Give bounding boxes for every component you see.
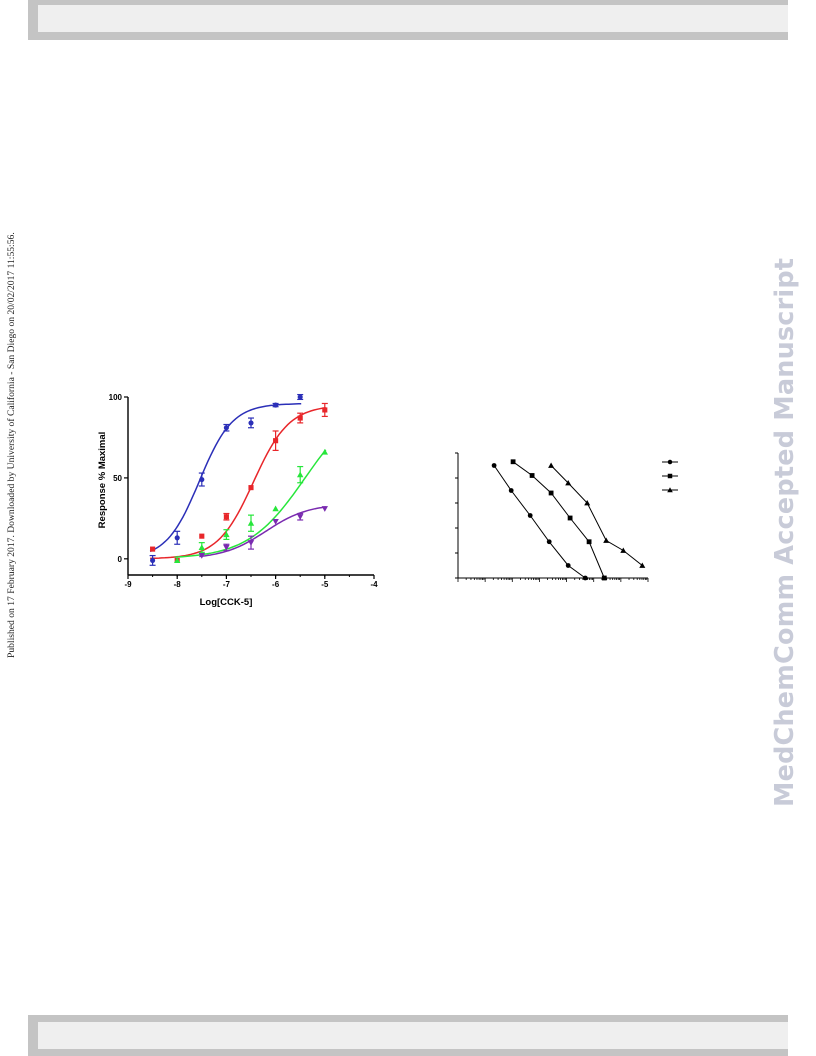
data-point [567,515,573,521]
data-point [273,438,279,444]
bottom-footer-bar [28,1015,788,1056]
data-point [584,500,591,506]
data-point [223,544,230,551]
y-tick-label: 50 [113,474,122,483]
data-point [510,459,516,465]
legend-marker [667,459,673,465]
schild-plot-legend [662,459,678,493]
data-point [529,473,535,478]
data-point [601,575,607,581]
data-point [491,463,497,468]
data-point [620,547,627,553]
schild-plot-points [491,459,646,581]
data-point [174,557,181,563]
x-tick-label: -5 [321,580,329,589]
data-point [565,563,571,568]
publication-side-note: Published on 17 February 2017. Downloade… [6,232,17,658]
data-point [548,490,554,496]
data-point [639,562,646,568]
x-tick-label: -9 [124,580,132,589]
data-point [565,480,572,486]
data-point [273,402,279,408]
data-point [548,462,555,468]
top-header-bar [28,0,788,40]
x-axis-label: Log[CCK-5] [200,597,253,608]
data-point [248,485,254,491]
data-point [508,488,514,493]
dose-response-axes: -9 -8 -7 -6 -5 -4 0 50 100 [109,393,378,589]
data-point [199,476,205,483]
data-point [223,425,229,431]
data-point [321,448,328,455]
legend-marker [667,473,673,479]
data-point [199,533,205,539]
x-tick-label: -4 [370,580,378,589]
y-tick-label: 100 [109,393,123,402]
schild-plot-chart [455,452,678,582]
fit-curve-3 [199,506,326,558]
x-tick-label: -7 [223,580,231,589]
data-point [248,420,254,426]
data-point [297,394,303,400]
legend-marker [667,487,673,493]
data-point [321,506,328,512]
data-point [297,471,304,478]
data-point [546,539,552,545]
y-tick-label: 0 [118,555,123,564]
data-point [272,505,279,512]
data-point [297,514,304,520]
data-point [247,540,255,546]
y-axis-label: Response % Maximal [97,432,108,529]
x-tick-label: -8 [174,580,182,589]
data-point [198,553,205,559]
dose-response-chart: -9 -8 -7 -6 -5 -4 0 50 100 Log[CCK-5] Response %… [97,393,378,608]
series-line-0 [493,465,586,579]
data-point [223,531,230,538]
data-point [174,535,180,541]
dose-response-points [149,393,328,566]
data-point [272,519,279,525]
data-point [198,544,205,551]
series-line-1 [512,461,605,579]
x-tick-label: -6 [272,580,280,589]
data-point [150,546,156,552]
data-point [586,539,592,545]
series-line-2 [550,465,643,566]
dose-response-curves [149,403,327,560]
data-point [527,513,533,518]
data-point [603,537,610,543]
data-point [297,415,303,421]
data-point [582,575,588,581]
accepted-manuscript-watermark: MedChemComm Accepted Manuscript [770,257,800,807]
bottom-footer-bar-inner [38,1022,788,1049]
schild-plot-axes [455,452,649,582]
data-point [322,407,328,413]
data-point [150,557,156,563]
top-header-bar-inner [38,5,788,32]
schild-plot-lines [493,461,643,579]
data-point [247,520,255,526]
data-point [223,514,229,520]
